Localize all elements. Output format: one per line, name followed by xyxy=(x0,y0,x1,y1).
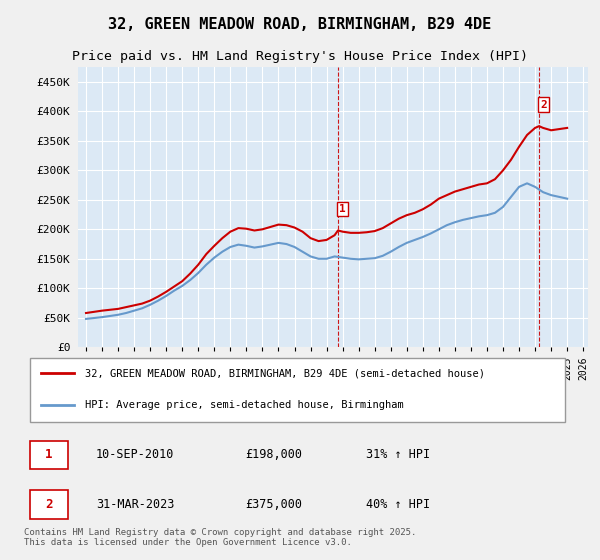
Text: Price paid vs. HM Land Registry's House Price Index (HPI): Price paid vs. HM Land Registry's House … xyxy=(72,50,528,63)
Text: 31-MAR-2023: 31-MAR-2023 xyxy=(96,498,174,511)
Text: 32, GREEN MEADOW ROAD, BIRMINGHAM, B29 4DE (semi-detached house): 32, GREEN MEADOW ROAD, BIRMINGHAM, B29 4… xyxy=(85,368,485,378)
Text: 2: 2 xyxy=(541,100,547,110)
FancyBboxPatch shape xyxy=(29,490,68,519)
Text: HPI: Average price, semi-detached house, Birmingham: HPI: Average price, semi-detached house,… xyxy=(85,400,403,410)
Text: 1: 1 xyxy=(340,204,346,214)
Text: 31% ↑ HPI: 31% ↑ HPI xyxy=(366,449,430,461)
Text: £375,000: £375,000 xyxy=(245,498,302,511)
Text: 32, GREEN MEADOW ROAD, BIRMINGHAM, B29 4DE: 32, GREEN MEADOW ROAD, BIRMINGHAM, B29 4… xyxy=(109,17,491,32)
Text: 1: 1 xyxy=(45,449,53,461)
Text: £198,000: £198,000 xyxy=(245,449,302,461)
Text: 2: 2 xyxy=(45,498,53,511)
FancyBboxPatch shape xyxy=(29,441,68,469)
Text: 10-SEP-2010: 10-SEP-2010 xyxy=(96,449,174,461)
Text: Contains HM Land Registry data © Crown copyright and database right 2025.
This d: Contains HM Land Registry data © Crown c… xyxy=(24,528,416,548)
FancyBboxPatch shape xyxy=(29,358,565,422)
Text: 40% ↑ HPI: 40% ↑ HPI xyxy=(366,498,430,511)
